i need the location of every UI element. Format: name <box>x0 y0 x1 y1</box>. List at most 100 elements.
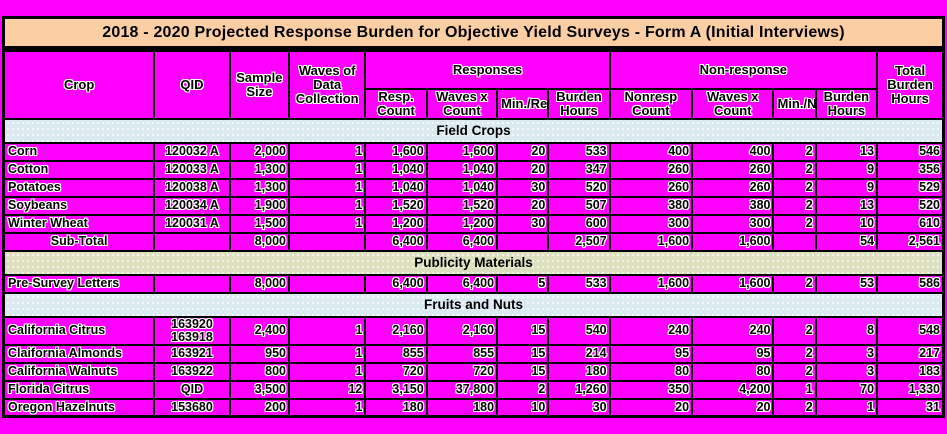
cell-resp-burden-hours: 533 <box>547 273 611 294</box>
cell-resp-waves-x-count: 6,400 <box>425 231 499 252</box>
section-header-row: Field Crops <box>2 117 945 144</box>
cell-sample-size: 800 <box>228 361 291 382</box>
table-row: Florida Citrus QID 3,500 12 3,150 37,800 2 1,26… <box>2 379 945 400</box>
cell-total-burden-hours: 586 <box>876 273 945 294</box>
cell-crop: Potatoes <box>2 177 156 198</box>
table-body: Field Crops Corn 120032 A 2,000 1 1,600 1,600 2… <box>2 117 945 418</box>
cell-min-per-nonr: 2 <box>772 177 817 198</box>
cell-sample-size: 3,500 <box>228 379 291 400</box>
cell-min-per-nonr: 2 <box>772 159 817 180</box>
cell-resp-waves-x-count: 180 <box>425 397 499 418</box>
table-row: Potatoes 120038 A 1,300 1 1,040 1,040 30 520 260… <box>2 177 945 198</box>
table-row: Soybeans 120034 A 1,900 1 1,520 1,520 20 507 380… <box>2 195 945 216</box>
section-label: Field Crops <box>2 117 945 144</box>
cell-resp-waves-x-count: 1,520 <box>425 195 499 216</box>
col-header-nonresp-count: Nonresp Count <box>608 87 694 120</box>
cell-qid: 163922 <box>153 361 231 382</box>
cell-nonresp-waves-x-count: 4,200 <box>691 379 775 400</box>
cell-waves-of-data-collection: 1 <box>287 361 367 382</box>
col-header-resp-count: Resp. Count <box>364 87 428 120</box>
table-row: Sub-Total 8,000 6,400 6,400 2,507 1,600 1,600 5… <box>2 231 945 252</box>
cell-qid: 163921 <box>153 343 231 364</box>
cell-min-per-nonr: 2 <box>772 397 817 418</box>
cell-crop: Pre-Survey Letters <box>2 273 156 294</box>
cell-sample-size: 1,300 <box>228 159 291 180</box>
cell-nonresp-burden-hours: 54 <box>814 231 879 252</box>
cell-nonresp-burden-hours: 53 <box>814 273 879 294</box>
cell-nonresp-burden-hours: 10 <box>814 213 879 234</box>
cell-sample-size: 8,000 <box>228 273 291 294</box>
cell-qid: 120032 A <box>153 141 231 162</box>
cell-sample-size: 2,400 <box>228 315 291 346</box>
cell-resp-burden-hours: 533 <box>547 141 611 162</box>
cell-nonresp-count: 1,600 <box>608 273 694 294</box>
cell-min-per-nonr: 2 <box>772 343 817 364</box>
cell-crop: California Citrus <box>2 315 156 346</box>
cell-resp-burden-hours: 30 <box>547 397 611 418</box>
cell-total-burden-hours: 529 <box>876 177 945 198</box>
cell-min-per-resp <box>496 231 550 252</box>
cell-min-per-resp: 10 <box>496 397 550 418</box>
cell-total-burden-hours: 356 <box>876 159 945 180</box>
page-title: 2018 - 2020 Projected Response Burden fo… <box>2 16 945 49</box>
cell-nonresp-count: 240 <box>608 315 694 346</box>
cell-total-burden-hours: 217 <box>876 343 945 364</box>
cell-min-per-resp: 15 <box>496 315 550 346</box>
cell-min-per-resp: 20 <box>496 159 550 180</box>
cell-qid: 120031 A <box>153 213 231 234</box>
col-group-responses: Responses <box>364 49 611 90</box>
cell-total-burden-hours: 31 <box>876 397 945 418</box>
cell-resp-burden-hours: 347 <box>547 159 611 180</box>
cell-nonresp-count: 1,600 <box>608 231 694 252</box>
cell-nonresp-waves-x-count: 240 <box>691 315 775 346</box>
cell-nonresp-count: 300 <box>608 213 694 234</box>
cell-nonresp-waves-x-count: 80 <box>691 361 775 382</box>
cell-waves-of-data-collection: 1 <box>287 315 367 346</box>
cell-total-burden-hours: 548 <box>876 315 945 346</box>
cell-nonresp-count: 95 <box>608 343 694 364</box>
cell-nonresp-waves-x-count: 1,600 <box>691 273 775 294</box>
cell-nonresp-waves-x-count: 1,600 <box>691 231 775 252</box>
cell-nonresp-waves-x-count: 20 <box>691 397 775 418</box>
table-row: Cotton 120033 A 1,300 1 1,040 1,040 20 347 260 26… <box>2 159 945 180</box>
cell-waves-of-data-collection: 1 <box>287 159 367 180</box>
cell-min-per-nonr: 2 <box>772 195 817 216</box>
cell-nonresp-count: 260 <box>608 159 694 180</box>
table-row: California Walnuts 163922 800 1 720 720 15 180 8… <box>2 361 945 382</box>
cell-resp-count: 855 <box>364 343 428 364</box>
cell-resp-waves-x-count: 2,160 <box>425 315 499 346</box>
cell-qid: 120034 A <box>153 195 231 216</box>
col-header-sample-size: Sample Size <box>228 49 291 120</box>
cell-resp-waves-x-count: 720 <box>425 361 499 382</box>
col-header-nonresp-waves-x-count: Waves x Count <box>691 87 775 120</box>
cell-qid <box>153 231 231 252</box>
cell-nonresp-count: 80 <box>608 361 694 382</box>
cell-crop: Oregon Hazelnuts <box>2 397 156 418</box>
cell-resp-waves-x-count: 37,800 <box>425 379 499 400</box>
cell-nonresp-burden-hours: 1 <box>814 397 879 418</box>
cell-crop: Claifornia Almonds <box>2 343 156 364</box>
section-label: Publicity Materials <box>2 249 945 276</box>
cell-resp-burden-hours: 180 <box>547 361 611 382</box>
section-header-row: Fruits and Nuts <box>2 291 945 318</box>
cell-qid: 120038 A <box>153 177 231 198</box>
cell-sample-size: 200 <box>228 397 291 418</box>
cell-qid: QID <box>153 379 231 400</box>
cell-min-per-resp: 2 <box>496 379 550 400</box>
table-row: Oregon Hazelnuts 153680 200 1 180 180 10 30 20 20… <box>2 397 945 418</box>
col-header-min-per-resp: Min./Resp. <box>496 87 550 120</box>
col-header-waves: Waves of Data Collection <box>287 49 367 120</box>
cell-nonresp-waves-x-count: 380 <box>691 195 775 216</box>
cell-crop: Sub-Total <box>2 231 156 252</box>
header-sub-row: Resp. Count Waves x Count Min./Resp. Bur… <box>4 87 944 120</box>
cell-total-burden-hours: 546 <box>876 141 945 162</box>
cell-min-per-resp: 15 <box>496 361 550 382</box>
cell-nonresp-burden-hours: 13 <box>814 141 879 162</box>
cell-crop: Soybeans <box>2 195 156 216</box>
col-header-total-burden-hours: Total Burden Hours <box>876 49 945 120</box>
col-header-min-per-nonr: Min./Nonr. <box>772 87 817 120</box>
table-header: Crop QID Sample Size Waves of Data Colle… <box>2 49 945 120</box>
cell-crop: Winter Wheat <box>2 213 156 234</box>
cell-resp-count: 720 <box>364 361 428 382</box>
cell-crop: Florida Citrus <box>2 379 156 400</box>
